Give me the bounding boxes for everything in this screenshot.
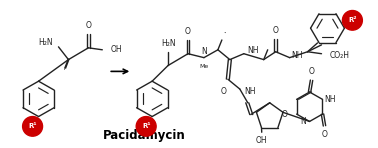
Text: •: •: [224, 32, 226, 36]
Text: O: O: [322, 130, 327, 139]
Text: O: O: [282, 110, 288, 119]
Text: O: O: [273, 26, 279, 35]
Text: O: O: [185, 27, 191, 36]
Text: O: O: [221, 87, 227, 96]
Text: O: O: [308, 67, 314, 76]
Text: NH: NH: [324, 95, 336, 104]
Circle shape: [342, 11, 363, 30]
Text: CO₂H: CO₂H: [330, 51, 350, 60]
Text: O: O: [85, 21, 91, 30]
Text: NH: NH: [244, 87, 255, 95]
Text: H₂N: H₂N: [161, 39, 175, 48]
Text: Me: Me: [199, 63, 209, 69]
Text: N: N: [300, 117, 305, 126]
Text: R²: R²: [348, 17, 357, 23]
Text: R¹: R¹: [142, 123, 150, 129]
Text: N: N: [201, 47, 207, 56]
Text: Pacidamycin: Pacidamycin: [102, 129, 185, 142]
Text: OH: OH: [110, 45, 122, 54]
Text: H₂N: H₂N: [38, 38, 53, 47]
Circle shape: [136, 117, 156, 136]
Text: NH: NH: [247, 46, 258, 55]
Text: OH: OH: [256, 136, 268, 145]
Text: NH: NH: [291, 51, 303, 60]
Text: R¹: R¹: [28, 123, 37, 129]
Circle shape: [23, 117, 43, 136]
